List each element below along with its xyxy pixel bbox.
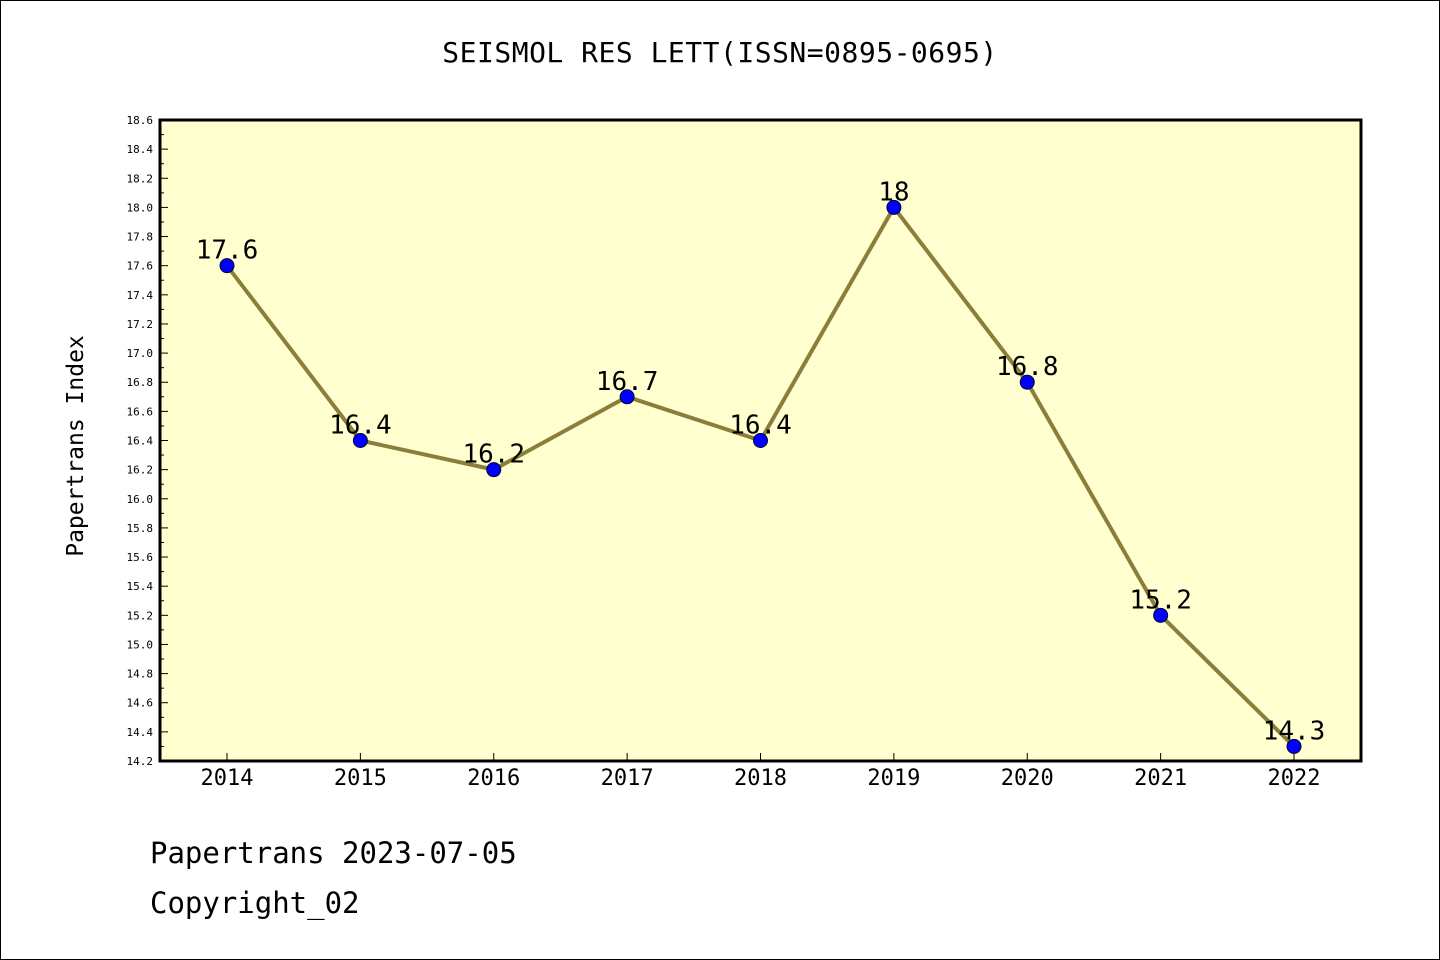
data-label: 16.4 <box>729 411 792 441</box>
y-tick-label: 15.2 <box>127 609 154 622</box>
data-label: 16.4 <box>329 411 392 441</box>
y-tick-label: 15.6 <box>127 551 154 564</box>
x-tick-label: 2021 <box>1134 766 1187 791</box>
x-tick-label: 2020 <box>1001 766 1054 791</box>
y-tick-label: 14.2 <box>127 755 154 768</box>
footer-copyright: Copyright_02 <box>150 886 360 920</box>
footer-source: Papertrans 2023-07-05 <box>150 836 517 870</box>
y-tick-label: 16.8 <box>127 376 154 389</box>
y-tick-label: 17.0 <box>127 347 154 360</box>
data-point <box>753 433 768 448</box>
x-tick-label: 2015 <box>334 766 387 791</box>
data-label: 16.7 <box>596 367 659 397</box>
data-point <box>219 258 235 274</box>
y-tick-label: 14.6 <box>127 697 154 710</box>
x-tick-label: 2016 <box>467 766 520 791</box>
x-tick-label: 2014 <box>201 766 254 791</box>
data-point <box>1286 738 1302 754</box>
x-tick-label: 2018 <box>734 766 787 791</box>
plot-border <box>158 118 1363 763</box>
y-tick-label: 17.6 <box>127 260 154 273</box>
chart-title: SEISMOL RES LETT(ISSN=0895-0695) <box>442 36 998 69</box>
x-tick-label: 2019 <box>867 766 920 791</box>
y-tick-label: 17.8 <box>127 231 154 244</box>
data-label: 18 <box>878 177 909 207</box>
y-tick-label: 18.2 <box>127 172 154 185</box>
data-point <box>886 199 902 215</box>
y-tick-label: 18.0 <box>127 201 154 214</box>
y-tick-label: 16.0 <box>127 493 154 506</box>
data-label: 16.2 <box>462 440 525 470</box>
y-tick-label: 16.4 <box>127 435 154 448</box>
y-tick-label: 17.4 <box>127 289 154 302</box>
y-tick-label: 17.2 <box>127 318 154 331</box>
y-tick-label: 16.6 <box>127 405 154 418</box>
data-label: 16.8 <box>996 352 1059 382</box>
data-point <box>619 389 635 405</box>
data-point <box>1019 374 1035 390</box>
x-tick-label: 2017 <box>601 766 654 791</box>
data-label: 15.2 <box>1129 585 1192 615</box>
y-tick-label: 15.8 <box>127 522 154 535</box>
data-label: 14.3 <box>1263 716 1326 746</box>
y-tick-label: 15.4 <box>127 580 154 593</box>
data-point <box>1153 607 1169 623</box>
data-point <box>352 433 368 448</box>
x-tick-label: 2022 <box>1268 766 1321 791</box>
y-tick-label: 15.0 <box>127 638 154 651</box>
data-label: 17.6 <box>196 236 259 266</box>
y-tick-label: 16.2 <box>127 464 154 477</box>
y-tick-label: 14.8 <box>127 668 154 681</box>
y-tick-label: 18.4 <box>127 143 154 156</box>
data-point <box>486 462 502 478</box>
y-tick-label: 18.6 <box>127 114 154 127</box>
y-tick-label: 14.4 <box>127 726 154 739</box>
